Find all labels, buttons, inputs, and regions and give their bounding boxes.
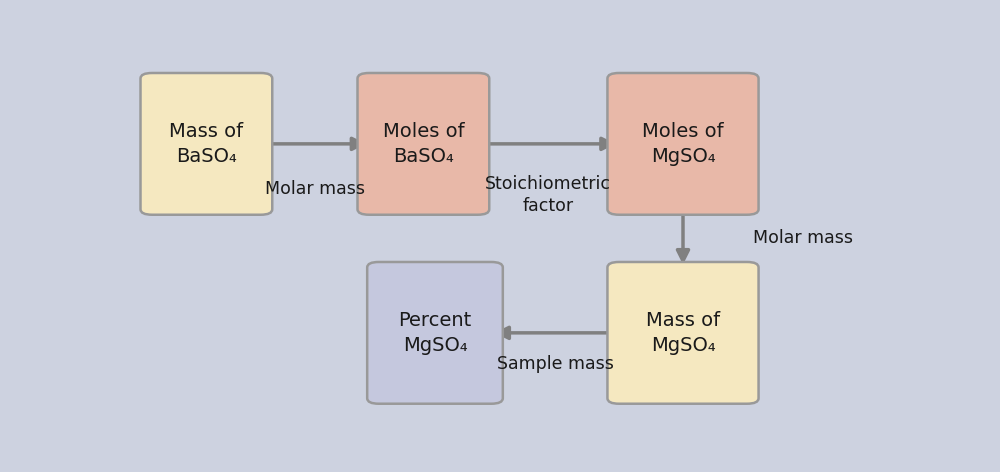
Text: Mass of
MgSO₄: Mass of MgSO₄ [646,311,720,355]
Text: Molar mass: Molar mass [265,180,365,198]
FancyBboxPatch shape [367,262,503,404]
FancyBboxPatch shape [607,262,759,404]
Text: Molar mass: Molar mass [753,229,853,247]
FancyBboxPatch shape [358,73,489,215]
Text: Moles of
MgSO₄: Moles of MgSO₄ [642,122,724,166]
FancyBboxPatch shape [607,73,759,215]
Text: Moles of
BaSO₄: Moles of BaSO₄ [383,122,464,166]
Text: Mass of
BaSO₄: Mass of BaSO₄ [169,122,243,166]
Text: Sample mass: Sample mass [497,355,614,373]
Text: Stoichiometric
factor: Stoichiometric factor [485,175,611,215]
Text: Percent
MgSO₄: Percent MgSO₄ [398,311,472,355]
FancyBboxPatch shape [140,73,272,215]
